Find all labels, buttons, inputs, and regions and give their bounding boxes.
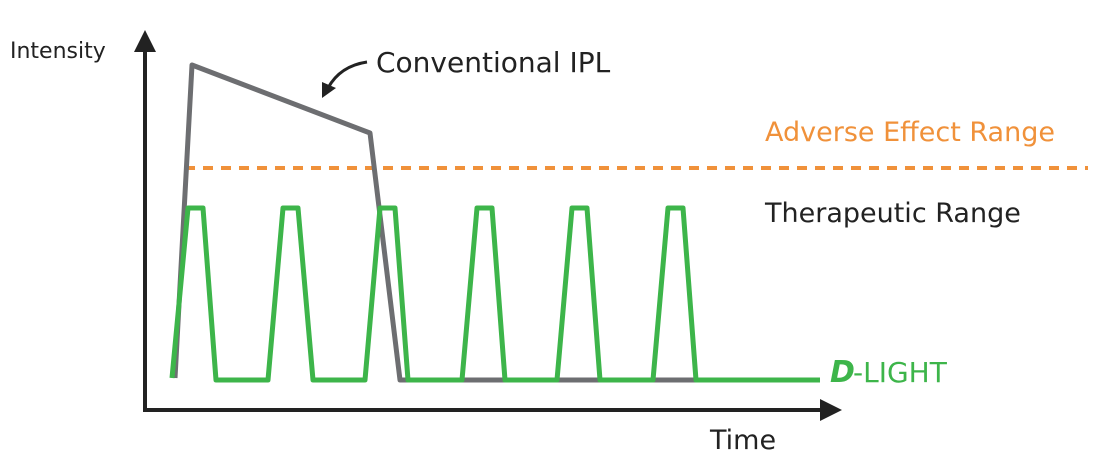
conventional-label: Conventional IPL [376, 46, 611, 79]
therapeutic-label: Therapeutic Range [764, 198, 1021, 229]
adverse-label: Adverse Effect Range [765, 117, 1055, 148]
y-axis-arrow [134, 30, 156, 52]
callout-arrow [326, 60, 368, 89]
y-axis-label: Intensity [10, 39, 106, 64]
x-axis-arrow [820, 399, 842, 421]
callout-arrowhead [322, 82, 336, 98]
logo-text: -LIGHT [853, 356, 948, 389]
conventional-pulse [172, 62, 730, 383]
dlight-pulses [169, 205, 820, 383]
x-axis-label: Time [709, 425, 776, 456]
logo-mark: D [830, 355, 855, 390]
